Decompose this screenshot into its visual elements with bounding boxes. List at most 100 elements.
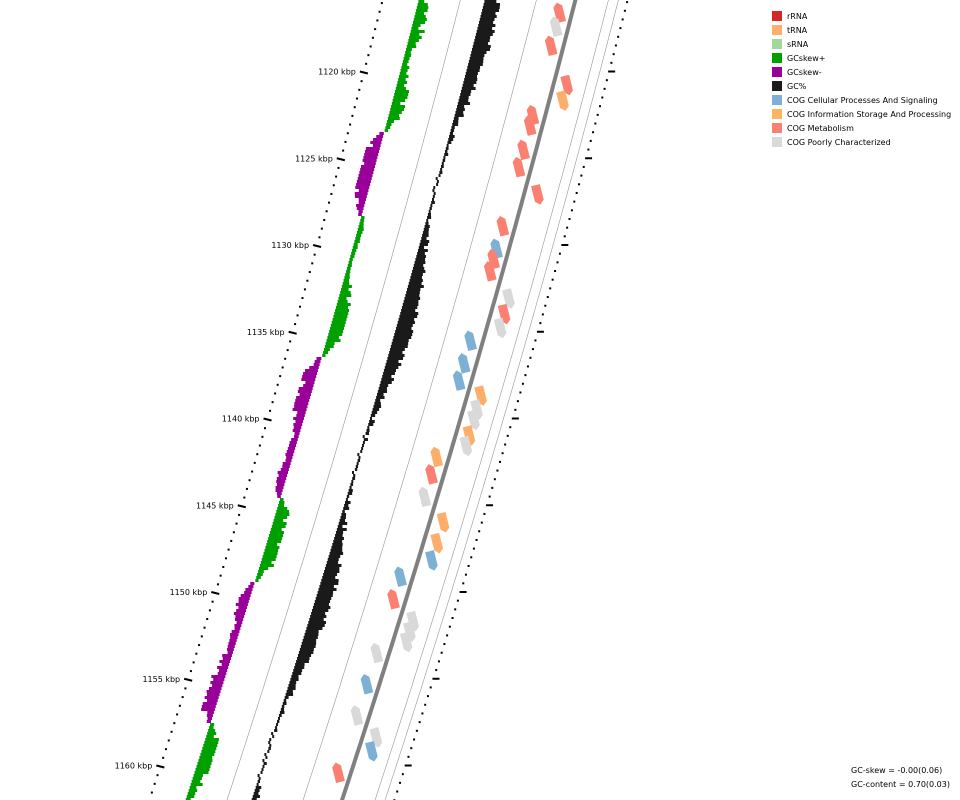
- gc-content-bar: [456, 108, 465, 111]
- outer-minor-tick: [480, 521, 483, 524]
- gc-skew-bar: [323, 348, 330, 351]
- gc-content-bar: [320, 582, 339, 585]
- gc-skew-bar: [271, 525, 286, 528]
- gc-content-bar: [367, 426, 370, 429]
- minor-tick: [153, 782, 156, 785]
- gc-content-bar: [306, 627, 323, 630]
- legend-item: GCskew-: [772, 65, 951, 79]
- outer-minor-tick: [448, 625, 451, 628]
- gene-feature: [425, 464, 438, 485]
- gc-skew-bar: [362, 159, 377, 162]
- gc-skew-bar: [189, 786, 197, 789]
- gc-content-bar: [278, 714, 282, 717]
- gc-content-bar: [436, 180, 439, 183]
- gc-skew-bar: [230, 636, 238, 639]
- gc-content-bar: [361, 447, 364, 450]
- gc-content-bar: [282, 702, 287, 705]
- gc-content-bar: [269, 744, 272, 747]
- minor-tick: [313, 253, 316, 256]
- gc-content-bar: [293, 669, 303, 672]
- gc-skew-bar: [221, 663, 230, 666]
- gc-content-bar: [451, 126, 455, 129]
- gc-content-bar: [360, 450, 363, 453]
- outer-minor-tick: [429, 686, 432, 689]
- gc-content-bar: [322, 576, 336, 579]
- gc-content-bar: [457, 105, 465, 108]
- gc-skew-bar: [305, 381, 315, 384]
- gc-skew-bar: [346, 267, 351, 270]
- gene-feature: [464, 330, 477, 352]
- gc-content-bar: [475, 36, 491, 39]
- minor-tick: [269, 409, 272, 412]
- gc-content-bar: [257, 780, 261, 783]
- outer-minor-tick: [546, 296, 549, 299]
- gc-skew-bar: [356, 204, 365, 207]
- gc-skew-bar: [197, 762, 212, 765]
- outer-major-tick: [432, 677, 440, 680]
- gene-feature: [387, 589, 400, 610]
- gc-skew-bar: [410, 30, 425, 33]
- gc-content-bar: [372, 408, 380, 411]
- minor-tick: [170, 730, 173, 733]
- gc-skew-bar: [222, 657, 232, 660]
- outer-minor-tick: [454, 608, 457, 611]
- gc-content-bar: [350, 483, 354, 486]
- gc-content-bar: [383, 369, 396, 372]
- gc-skew-bar: [356, 207, 364, 210]
- major-tick: [156, 764, 165, 769]
- minor-tick: [274, 392, 277, 395]
- gc-skew-bar: [406, 45, 417, 48]
- outer-minor-tick: [462, 582, 465, 585]
- gc-content-bar: [387, 357, 404, 360]
- gc-content-bar: [281, 705, 285, 708]
- gc-content-bar: [422, 231, 429, 234]
- gc-skew-bar: [405, 51, 411, 54]
- outer-minor-tick: [580, 174, 583, 177]
- minor-tick: [156, 774, 159, 777]
- minor-tick: [184, 687, 187, 690]
- gc-content-bar: [446, 144, 449, 147]
- tick-label: 1150 kbp: [170, 588, 208, 597]
- minor-tick: [356, 97, 359, 100]
- outer-minor-tick: [396, 790, 399, 793]
- gc-skew-bar: [228, 642, 236, 645]
- gc-skew-bar: [337, 300, 348, 303]
- gc-content-bar: [275, 726, 278, 729]
- gc-content-bar: [382, 375, 392, 378]
- gc-content-bar: [267, 750, 270, 753]
- gc-content-bar: [432, 195, 435, 198]
- gc-content-bar: [478, 24, 496, 27]
- gene-feature: [512, 157, 526, 178]
- minor-tick: [261, 435, 264, 438]
- gc-skew-bar: [269, 531, 284, 534]
- gc-content-bar: [255, 786, 262, 789]
- gc-skew-bar: [236, 621, 243, 624]
- legend-item: COG Information Storage And Processing: [772, 107, 951, 121]
- gc-skew-bar: [248, 585, 254, 588]
- outer-minor-tick: [401, 773, 404, 776]
- outer-minor-tick: [529, 356, 532, 359]
- gc-skew-bar: [260, 561, 272, 564]
- gc-skew-bar: [209, 726, 214, 729]
- minor-tick: [200, 635, 203, 638]
- gc-skew-bar: [356, 180, 371, 183]
- tick-label: 1140 kbp: [222, 415, 260, 424]
- gc-skew-bar: [409, 36, 422, 39]
- gc-content-bar: [423, 228, 429, 231]
- legend-label: sRNA: [787, 39, 809, 49]
- gc-content-bar: [469, 57, 484, 60]
- gc-skew-bar: [269, 534, 284, 537]
- gc-content-bar: [431, 201, 435, 204]
- gc-skew-bar: [207, 732, 217, 735]
- gc-content-bar: [362, 444, 365, 447]
- gc-skew-bar: [400, 69, 408, 72]
- gc-content-bar: [369, 420, 375, 423]
- gc-content-bar: [356, 462, 359, 465]
- legend-label: COG Information Storage And Processing: [787, 109, 952, 119]
- legend-swatch: [772, 25, 782, 35]
- gc-content-bar: [381, 378, 394, 381]
- gc-skew-bar: [238, 600, 249, 603]
- minor-tick: [320, 227, 323, 230]
- outer-minor-tick: [424, 703, 427, 706]
- gc-skew-bar: [364, 162, 376, 165]
